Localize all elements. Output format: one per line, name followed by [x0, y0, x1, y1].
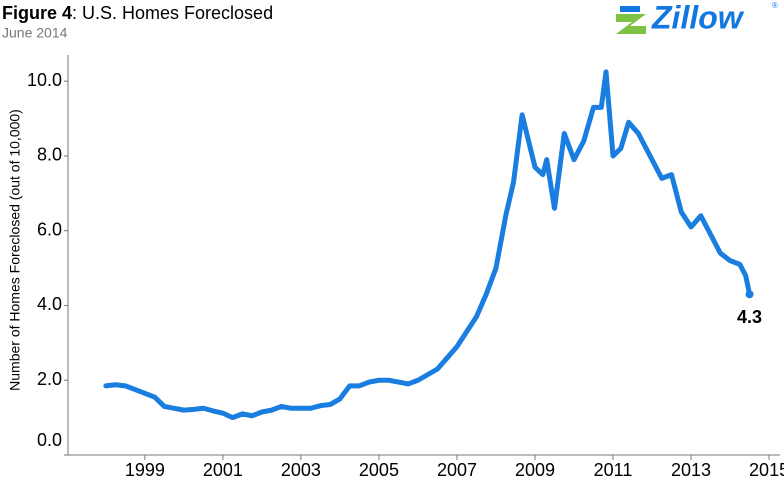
end-point	[745, 290, 754, 299]
x-tick-label: 2003	[281, 460, 321, 480]
y-tick-label: 6.0	[37, 219, 62, 239]
subtitle: June 2014	[2, 25, 68, 41]
y-tick-label: 0.0	[37, 430, 62, 450]
logo-text: Zillow	[651, 0, 745, 35]
x-tick-label: 2005	[359, 460, 399, 480]
y-tick-label: 10.0	[27, 70, 62, 90]
x-tick-label: 2009	[515, 460, 555, 480]
title-text: : U.S. Homes Foreclosed	[72, 3, 273, 23]
x-tick-label: 1999	[125, 460, 165, 480]
logo: Zillow ®	[616, 0, 778, 35]
x-tick-label: 2001	[203, 460, 243, 480]
y-tick-label: 2.0	[37, 369, 62, 389]
title-bold: Figure 4	[2, 3, 72, 23]
logo-roof	[620, 6, 640, 12]
x-tick-label: 2011	[594, 460, 633, 480]
logo-icon	[616, 14, 646, 34]
x-tick-label: 2007	[437, 460, 477, 480]
y-axis-label: Number of Homes Foreclosed (out of 10,00…	[7, 109, 23, 391]
chart-title: Figure 4: U.S. Homes Foreclosed	[2, 3, 273, 23]
y-tick-label: 4.0	[37, 294, 62, 314]
data-label: 4.3	[737, 307, 762, 327]
x-tick-label: 2015	[749, 460, 784, 480]
y-tick-label: 8.0	[37, 145, 62, 165]
line-series	[103, 69, 753, 421]
logo-mark: ®	[772, 1, 778, 10]
x-tick-label: 2013	[671, 460, 711, 480]
